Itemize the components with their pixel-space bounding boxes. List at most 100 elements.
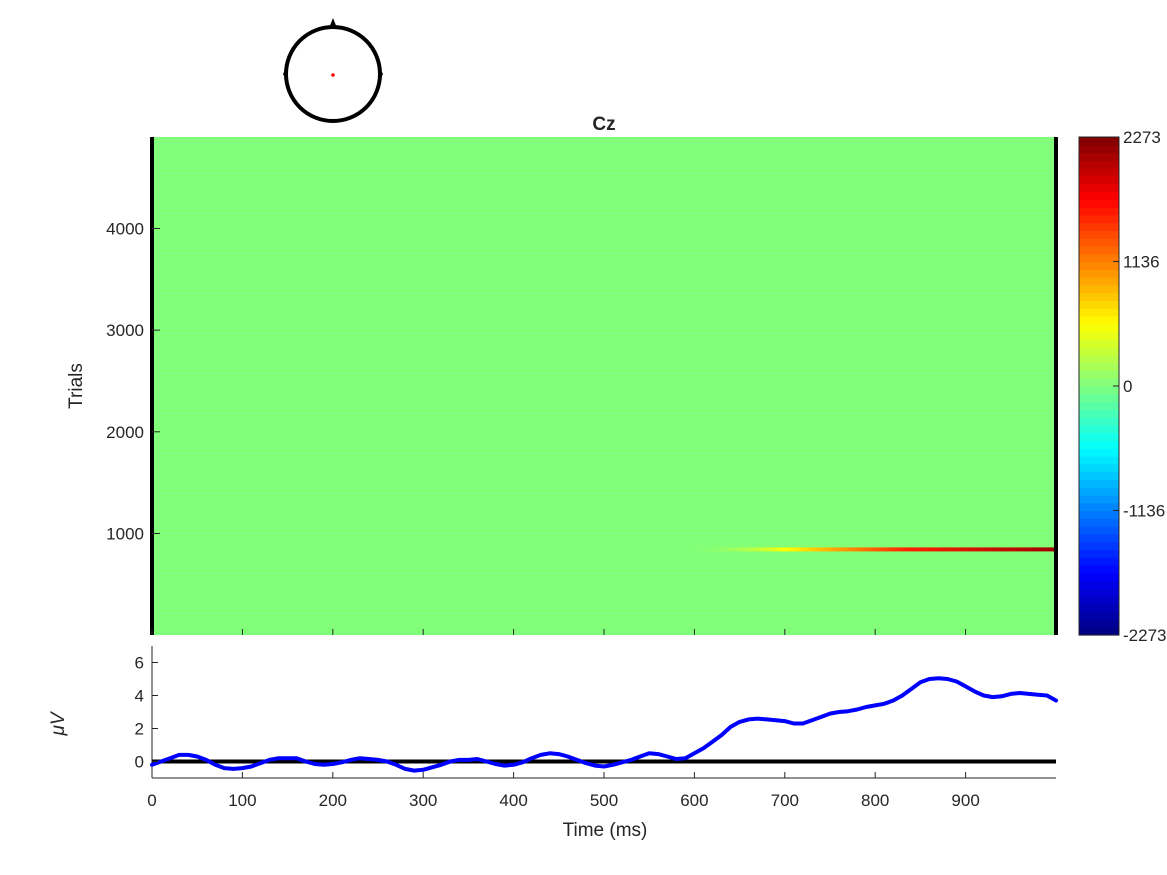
colorbar-band <box>1079 168 1119 177</box>
colorbar-band <box>1079 557 1119 566</box>
colorbar-band <box>1079 222 1119 231</box>
colorbar-band <box>1079 191 1119 200</box>
colorbar-band <box>1079 564 1119 574</box>
colorbar-band <box>1079 463 1119 473</box>
colorbar-band <box>1079 261 1119 270</box>
colorbar: 2273 1136 0 -1136 -2273 <box>1078 128 1166 645</box>
colorbar-band <box>1079 378 1119 387</box>
colorbar-band <box>1079 277 1119 286</box>
colorbar-tick-label: -1136 <box>1123 501 1165 520</box>
erp-ylabel: μV <box>48 710 69 736</box>
colorbar-band <box>1079 175 1119 185</box>
colorbar-band <box>1079 370 1119 379</box>
colorbar-band <box>1079 417 1119 426</box>
colorbar-tick-label: 0 <box>1123 377 1132 396</box>
heatmap-y-tick-label: 4000 <box>106 219 144 238</box>
colorbar-band <box>1079 137 1119 146</box>
colorbar-band <box>1079 580 1119 589</box>
erp-x-tick-label: 400 <box>499 791 527 810</box>
erp-x-tick-label: 200 <box>319 791 347 810</box>
colorbar-band <box>1079 603 1119 613</box>
head-right-ear <box>379 66 383 82</box>
erp-y-tick-label: 4 <box>135 687 144 706</box>
colorbar-band <box>1079 245 1119 255</box>
colorbar-band <box>1079 549 1119 558</box>
colorbar-band <box>1079 238 1119 247</box>
colorbar-band <box>1079 440 1119 449</box>
head-left-ear <box>283 66 287 82</box>
colorbar-band <box>1079 160 1119 169</box>
erp-y-tick-label: 6 <box>135 654 144 673</box>
colorbar-band <box>1079 487 1119 496</box>
colorbar-band <box>1079 386 1119 395</box>
colorbar-band <box>1079 339 1119 348</box>
colorbar-band <box>1079 323 1119 333</box>
erp-x-tick-label: 700 <box>771 791 799 810</box>
erp-x-tick-label: 100 <box>228 791 256 810</box>
colorbar-band <box>1079 300 1119 309</box>
colorbar-band <box>1079 588 1119 597</box>
colorbar-band <box>1079 572 1119 582</box>
erp-x-tick-label: 500 <box>590 791 618 810</box>
erp-series-line <box>150 676 1058 773</box>
colorbar-band <box>1079 354 1119 364</box>
colorbar-band <box>1079 541 1119 551</box>
colorbar-band <box>1079 533 1119 543</box>
heatmap-title: Cz <box>592 114 615 135</box>
heatmap-y-tick-label: 2000 <box>106 423 144 442</box>
colorbar-band <box>1079 230 1119 239</box>
colorbar-band <box>1079 284 1119 294</box>
colorbar-band <box>1079 596 1119 605</box>
heatmap-background <box>152 137 1056 635</box>
colorbar-band <box>1079 214 1119 224</box>
colorbar-band <box>1079 619 1119 628</box>
erp-xlabel: Time (ms) <box>563 820 648 841</box>
colorbar-band <box>1079 471 1119 480</box>
heatmap-y-tick-label: 3000 <box>106 321 144 340</box>
heatmap-y-tick-label: 1000 <box>106 524 144 543</box>
erp-x-tick-label: 0 <box>147 791 156 810</box>
colorbar-tick-label: -2273 <box>1123 626 1166 645</box>
colorbar-band <box>1079 518 1119 527</box>
erp-x-tick-label: 300 <box>409 791 437 810</box>
colorbar-band <box>1079 448 1119 457</box>
heatmap-ylabel: Trials <box>66 363 87 409</box>
colorbar-band <box>1079 526 1119 535</box>
erp-image: 1000 2000 3000 4000 <box>106 137 1058 635</box>
colorbar-band <box>1079 409 1119 418</box>
erp-axes: 0 100 200 300 400 500 600 700 800 900 0 2 4 6 <box>135 646 1058 810</box>
colorbar-band <box>1079 502 1119 512</box>
head-topoplot <box>283 18 383 123</box>
colorbar-band <box>1079 494 1119 504</box>
colorbar-band <box>1079 362 1119 372</box>
colorbar-band <box>1079 627 1119 636</box>
erp-y-tick-label: 0 <box>135 753 144 772</box>
erp-x-tick-label: 800 <box>861 791 889 810</box>
colorbar-band <box>1079 308 1119 317</box>
colorbar-band <box>1079 183 1119 193</box>
colorbar-band <box>1079 199 1119 208</box>
head-nose <box>329 18 337 28</box>
colorbar-band <box>1079 207 1119 216</box>
colorbar-band <box>1079 144 1119 154</box>
colorbar-band <box>1079 253 1119 263</box>
heatmap-feature-streak <box>685 547 1056 552</box>
electrode-marker <box>331 73 335 77</box>
colorbar-band <box>1079 347 1119 356</box>
colorbar-tick-label: 1136 <box>1123 253 1160 272</box>
colorbar-band <box>1079 152 1119 161</box>
colorbar-band <box>1079 315 1119 325</box>
colorbar-band <box>1079 611 1119 621</box>
colorbar-band <box>1079 479 1119 488</box>
erp-x-tick-label: 600 <box>680 791 708 810</box>
colorbar-band <box>1079 401 1119 410</box>
erp-x-tick-label: 900 <box>951 791 979 810</box>
colorbar-band <box>1079 456 1119 465</box>
colorbar-band <box>1079 510 1119 519</box>
colorbar-tick-label: 2273 <box>1123 128 1161 147</box>
colorbar-band <box>1079 424 1119 434</box>
erp-y-tick-label: 2 <box>135 720 144 739</box>
colorbar-band <box>1079 393 1119 403</box>
colorbar-band <box>1079 269 1119 278</box>
